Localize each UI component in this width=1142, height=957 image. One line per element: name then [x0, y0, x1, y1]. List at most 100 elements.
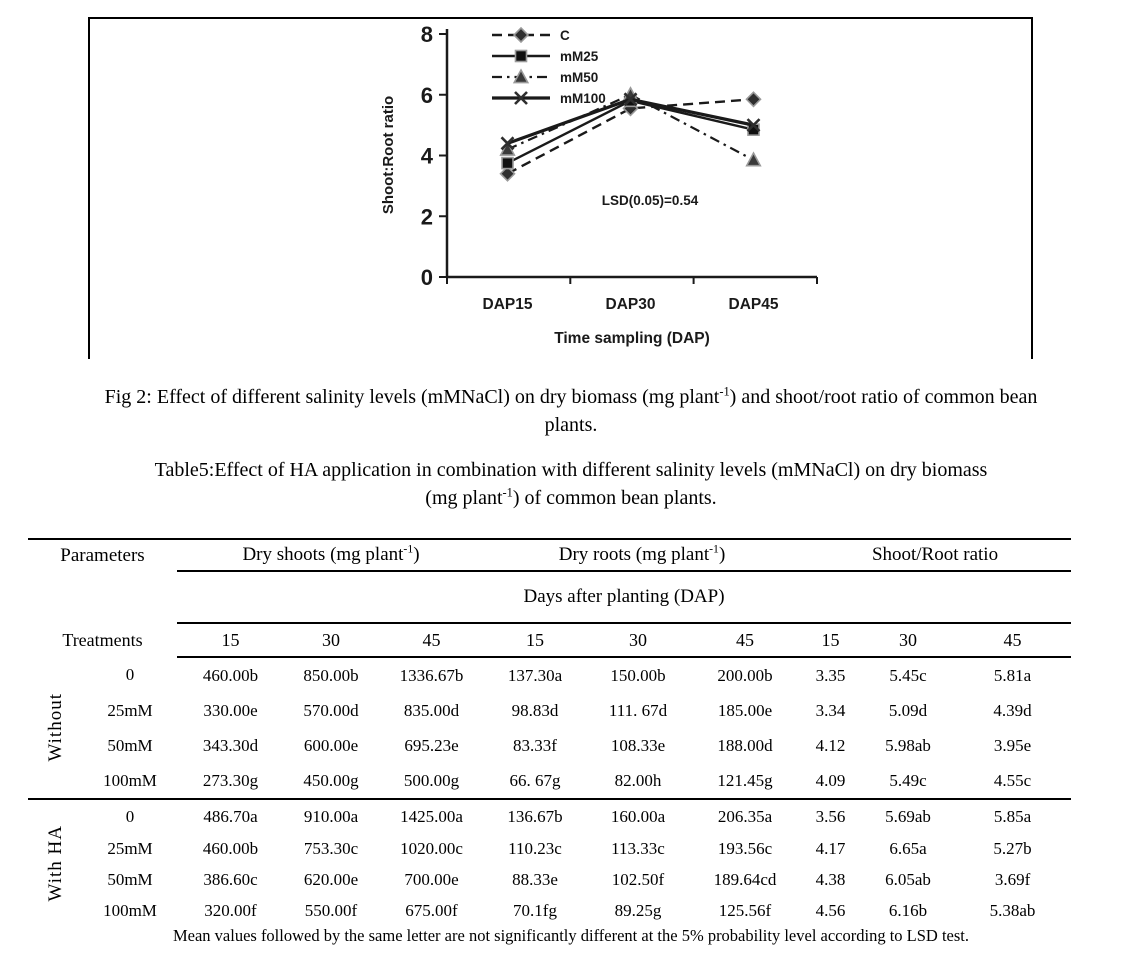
group-label-with-ha: With HA — [28, 798, 83, 926]
value-cell: 5.98ab — [885, 735, 931, 755]
value-cell: 185.00e — [717, 700, 773, 720]
legend-marker-mM100 — [514, 91, 528, 105]
value-cell: 500.00g — [403, 770, 460, 790]
value-cell: 88.33e — [512, 869, 558, 889]
marker-mM25-DAP15 — [501, 156, 514, 170]
value-cell: 835.00d — [403, 700, 460, 720]
value-cell: 5.49c — [889, 770, 927, 790]
text-segment: Table5:Effect of HA application in combi… — [154, 459, 988, 481]
value-cell: 330.00e — [203, 700, 258, 720]
value-cell: 206.35a — [691, 798, 800, 833]
value-cell: 188.00d — [717, 735, 773, 755]
value-cell: 136.67b — [485, 798, 586, 833]
header-treatments: Treatments — [62, 629, 143, 650]
treatment-cell: 25mM — [107, 838, 153, 858]
header-parameters: Parameters — [28, 538, 177, 571]
value-cell: 111. 67d — [608, 700, 668, 720]
superscript: -1 — [403, 542, 414, 556]
header-dap-col: 30 — [284, 623, 378, 658]
group-label-text: With HA — [45, 824, 66, 902]
superscript: -1 — [709, 542, 719, 556]
text-segment: Fig 2: Effect of different salinity leve… — [104, 386, 720, 408]
y-axis-tick-label: 8 — [421, 22, 433, 47]
value-cell: 5.81a — [993, 665, 1032, 685]
marker-mM100-DAP30 — [623, 92, 638, 107]
legend-marker-mM50 — [512, 68, 530, 84]
legend-label-mM25: mM25 — [560, 49, 599, 64]
legend-label-mM50: mM50 — [560, 70, 598, 85]
value-cell: 600.00e — [303, 735, 359, 755]
legend-label-C: C — [560, 28, 570, 43]
value-cell: 98.83d — [511, 700, 559, 720]
x-axis-title: Time sampling (DAP) — [554, 330, 710, 347]
marker-mM50-DAP45 — [745, 151, 762, 167]
value-cell: 193.56c — [717, 838, 773, 858]
value-cell: 273.30g — [202, 770, 259, 790]
x-axis-category-label: DAP15 — [483, 296, 533, 313]
value-cell: 89.25g — [614, 900, 662, 920]
value-cell: 753.30c — [303, 838, 359, 858]
shoot-root-ratio-chart: 0 2 4 6 8 DAP15 DAP30 DAP45 Time sampling (DAP) S… — [380, 22, 818, 347]
marker-mM100-DAP45 — [746, 118, 761, 133]
marker-C-DAP15 — [499, 165, 516, 182]
header-dap-col: 30 — [862, 623, 955, 658]
value-cell: 5.27b — [993, 838, 1032, 858]
value-cell: 343.30d — [202, 735, 259, 755]
header-days-after-planting: Days after planting (DAP) — [177, 571, 1072, 624]
marker-mM100-DAP15 — [500, 136, 515, 151]
value-cell: 66. 67g — [509, 770, 561, 790]
value-cell: 1425.00a — [378, 798, 486, 833]
value-cell: 460.00b — [202, 665, 259, 685]
text-segment: ) — [413, 544, 420, 565]
y-axis-tick-label: 4 — [421, 144, 434, 169]
value-cell: 189.64cd — [713, 869, 777, 889]
header-dap-col: 15 — [799, 623, 863, 658]
value-cell: 460.00b — [202, 838, 259, 858]
text-segment: ) and shoot/root ratio of common bean — [729, 386, 1038, 408]
marker-mM50-DAP15 — [499, 140, 516, 156]
value-cell: 3.34 — [815, 700, 846, 720]
value-cell: 6.16b — [888, 900, 928, 920]
value-cell: 150.00b — [610, 665, 666, 685]
group-label-text: Without — [45, 693, 66, 762]
value-cell: 3.95e — [993, 735, 1032, 755]
group-label-without: Without — [28, 657, 83, 799]
value-cell: 4.12 — [815, 735, 846, 755]
value-cell: 108.33e — [610, 735, 666, 755]
lsd-annotation: LSD(0.05)=0.54 — [602, 193, 699, 208]
header-dap-col: 45 — [691, 623, 800, 658]
text-segment: ) of common bean plants. — [512, 487, 717, 509]
value-cell: 3.69f — [994, 869, 1031, 889]
header-dap-col: 45 — [378, 623, 486, 658]
value-cell: 82.00h — [614, 770, 662, 790]
value-cell: 4.56 — [815, 900, 846, 920]
value-cell: 386.60c — [203, 869, 258, 889]
text-segment: plants. — [544, 414, 598, 436]
text-segment: ) — [718, 544, 726, 565]
table-5-title: Table5:Effect of HA application in combi… — [0, 456, 1142, 512]
value-cell: 5.85a — [954, 798, 1072, 833]
value-cell: 486.70a — [177, 798, 284, 833]
figure-2-caption: Fig 2: Effect of different salinity leve… — [0, 383, 1142, 439]
value-cell: 320.00f — [204, 900, 257, 920]
header-dap-col: 15 — [177, 623, 284, 658]
treatment-cell: 50mM — [107, 869, 153, 889]
value-cell: 5.45c — [889, 665, 927, 685]
value-cell: 450.00g — [303, 770, 359, 790]
treatment-cell: 100mM — [103, 900, 157, 920]
value-cell: 4.17 — [815, 838, 846, 858]
value-cell: 700.00e — [404, 869, 459, 889]
treatment-cell: 50mM — [107, 735, 153, 755]
value-cell: 910.00a — [284, 798, 378, 833]
legend-marker-mM25 — [514, 49, 528, 63]
header-dry-roots: Dry roots (mg plant-1) — [485, 538, 800, 572]
value-cell: 6.65a — [889, 838, 927, 858]
value-cell: 5.09d — [888, 700, 928, 720]
value-cell: 5.38ab — [989, 900, 1036, 920]
superscript: -1 — [502, 485, 513, 500]
text-segment: Shoot/Root ratio — [871, 544, 999, 565]
value-cell: 570.00d — [303, 700, 359, 720]
treatment-cell: 100mM — [103, 770, 157, 790]
superscript: -1 — [719, 384, 730, 399]
